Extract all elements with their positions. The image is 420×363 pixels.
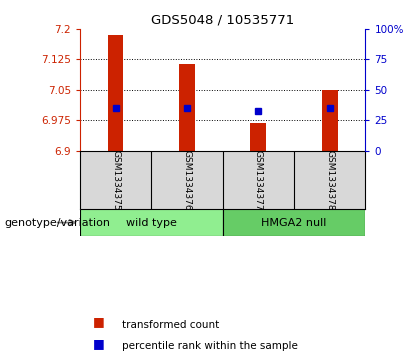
Bar [179, 64, 195, 151]
Bar [223, 209, 365, 236]
Text: wild type: wild type [126, 217, 177, 228]
Text: GSM1334376: GSM1334376 [182, 150, 192, 210]
Text: GSM1334378: GSM1334378 [325, 150, 334, 210]
Text: percentile rank within the sample: percentile rank within the sample [122, 341, 298, 351]
Text: GSM1334377: GSM1334377 [254, 150, 263, 210]
Text: HMGA2 null: HMGA2 null [261, 217, 327, 228]
Bar [80, 209, 223, 236]
Bar [108, 35, 123, 151]
Text: ■: ■ [92, 315, 104, 329]
Bar [250, 123, 266, 151]
Text: genotype/variation: genotype/variation [4, 217, 110, 228]
Text: transformed count: transformed count [122, 319, 219, 330]
Text: ■: ■ [92, 337, 104, 350]
Text: GSM1334375: GSM1334375 [111, 150, 120, 210]
Bar [322, 90, 338, 151]
Title: GDS5048 / 10535771: GDS5048 / 10535771 [151, 13, 294, 26]
